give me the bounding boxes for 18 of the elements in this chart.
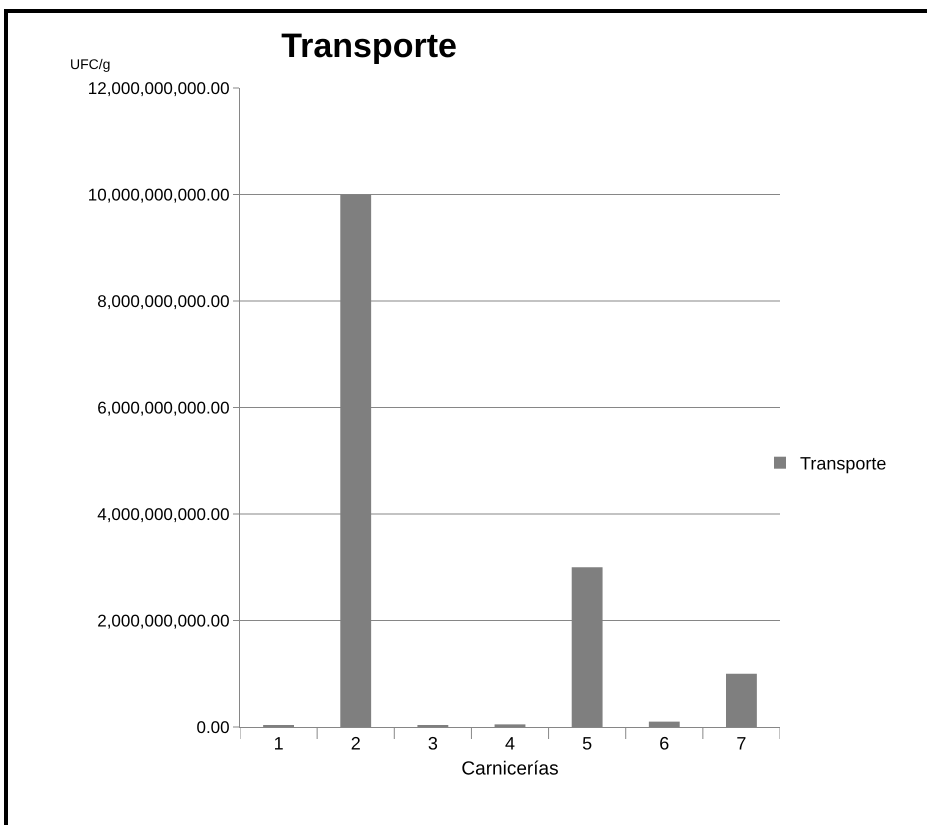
x-tick-label: 6 bbox=[659, 734, 670, 754]
x-tick-label: 4 bbox=[504, 734, 516, 754]
x-tick-label: 2 bbox=[350, 734, 361, 754]
y-tick-label: 2,000,000,000.00 bbox=[97, 611, 230, 630]
y-tick-label: 10,000,000,000.00 bbox=[88, 185, 230, 204]
y-axis-title: UFC/g bbox=[70, 56, 110, 72]
y-tick-label: 6,000,000,000.00 bbox=[97, 398, 230, 418]
y-tick-label: 12,000,000,000.00 bbox=[88, 78, 230, 98]
y-tick-label: 8,000,000,000.00 bbox=[97, 292, 230, 311]
y-tick-label: 0.00 bbox=[196, 718, 230, 737]
legend-label: Transporte bbox=[800, 454, 886, 474]
x-tick-label: 5 bbox=[582, 734, 592, 754]
x-tick-label: 7 bbox=[736, 734, 746, 754]
y-tick-label: 4,000,000,000.00 bbox=[97, 504, 230, 524]
x-tick-label: 1 bbox=[274, 734, 284, 754]
x-axis-title: Carnicerías bbox=[461, 758, 559, 780]
chart-title: Transporte bbox=[281, 26, 457, 65]
x-tick-label: 3 bbox=[428, 734, 438, 754]
